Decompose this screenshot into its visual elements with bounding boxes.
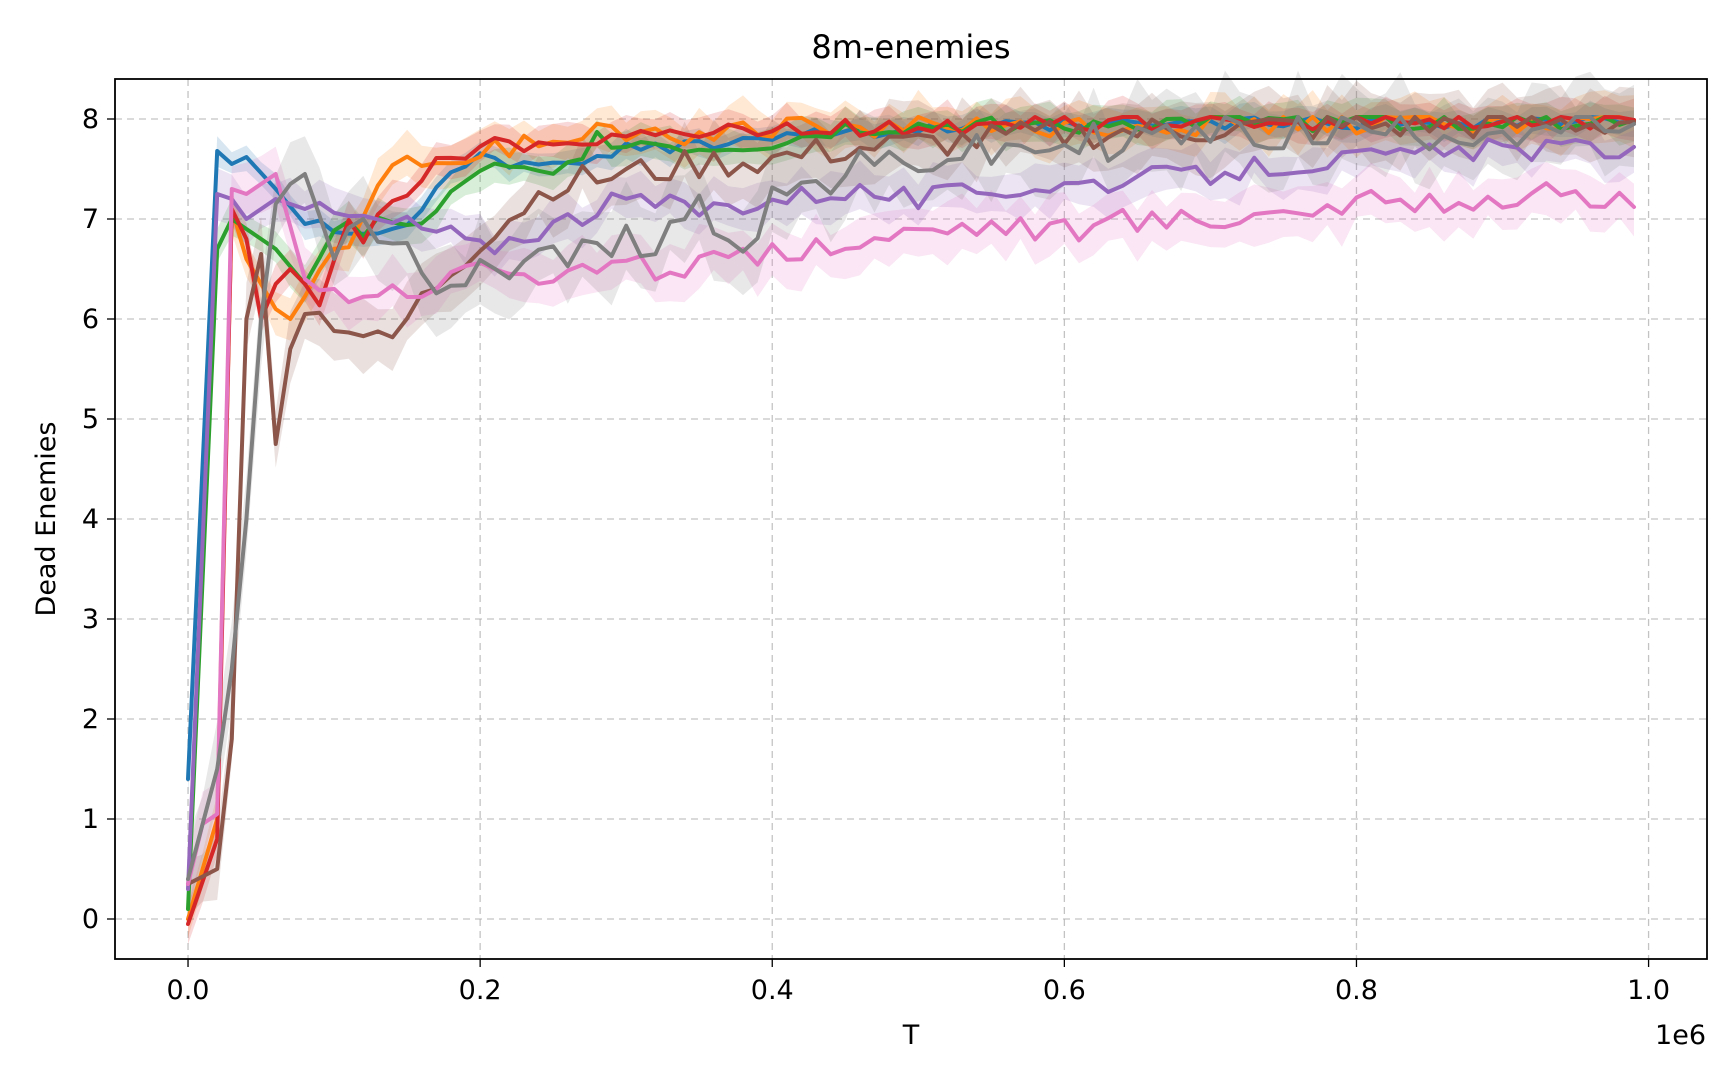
series-band-8	[188, 70, 1634, 909]
series-line-7	[186, 172, 1636, 886]
x-tick-label: 0.6	[1043, 975, 1086, 1006]
chart-title: 8m-enemies	[811, 28, 1010, 66]
y-tick-label: 8	[82, 104, 99, 135]
confidence-bands	[188, 70, 1634, 945]
series-line-8	[186, 115, 1636, 881]
y-tick-label: 7	[82, 204, 99, 235]
series-line-4	[186, 115, 1636, 926]
x-tick-label: 0.0	[167, 975, 210, 1006]
y-tick-label: 4	[82, 504, 99, 535]
y-tick-label: 2	[82, 704, 99, 735]
x-axis-ticks: 0.0 0.2 0.4 0.6 0.8 1.0	[167, 959, 1670, 1006]
series-line-5	[186, 137, 1636, 891]
x-axis-offset-label: 1e6	[1655, 1020, 1706, 1051]
series-lines	[186, 115, 1636, 926]
y-tick-label: 0	[82, 904, 99, 935]
x-tick-label: 0.4	[751, 975, 794, 1006]
x-tick-label: 1.0	[1627, 975, 1670, 1006]
y-axis-ticks: 0 1 2 3 4 5 6 7 8	[82, 104, 115, 935]
y-tick-label: 5	[82, 404, 99, 435]
y-tick-label: 6	[82, 304, 99, 335]
series-band-5	[188, 114, 1634, 906]
y-axis-label: Dead Enemies	[31, 422, 62, 617]
y-tick-label: 3	[82, 604, 99, 635]
x-tick-label: 0.8	[1335, 975, 1378, 1006]
x-axis-label: T	[902, 1020, 920, 1051]
x-tick-label: 0.2	[459, 975, 502, 1006]
y-tick-label: 1	[82, 804, 99, 835]
